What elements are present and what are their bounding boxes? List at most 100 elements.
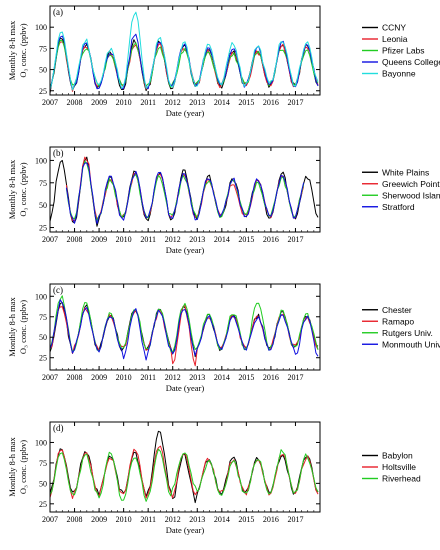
- chart-panel-b: 2007 2008 2009 2010 2011 2012 2013 2014 2015 2016…: [7, 146, 440, 255]
- chart-panel-c: 2007 2008 2009 2010 2011 2012 2013 2014 2015 2016…: [7, 283, 440, 393]
- x-tick-label: 2013: [189, 98, 205, 107]
- x-tick-label: 2008: [67, 235, 83, 244]
- series-line-white-plains: [49, 156, 319, 227]
- x-axis-label: Date (year): [166, 383, 205, 393]
- series-line-ramapo: [49, 305, 319, 367]
- x-tick-label: 2010: [116, 515, 132, 524]
- x-tick-label: 2007: [42, 98, 58, 107]
- x-tick-label: 2008: [67, 373, 83, 382]
- x-tick-label: 2016: [263, 515, 279, 524]
- x-tick-label: 2010: [116, 373, 132, 382]
- series-line-ccny: [49, 37, 319, 94]
- y-tick-label: 100: [35, 156, 47, 165]
- x-tick-label: 2008: [67, 98, 83, 107]
- x-tick-label: 2014: [214, 98, 230, 107]
- y-tick-label: 75: [39, 459, 47, 468]
- x-tick-label: 2016: [263, 373, 279, 382]
- x-tick-label: 2012: [165, 373, 181, 382]
- chart-panel-a: 2007 2008 2009 2010 2011 2012 2013 2014 2015 2016…: [7, 5, 440, 118]
- y-axis-label-line1: Monthly 8-h max: [7, 297, 17, 357]
- x-tick-label: 2011: [140, 98, 156, 107]
- x-tick-label: 2009: [91, 373, 107, 382]
- y-tick-label: 25: [39, 224, 47, 233]
- panel-label: (a): [53, 7, 63, 17]
- legend-label: Riverhead: [382, 474, 421, 484]
- x-tick-label: 2010: [116, 235, 132, 244]
- legend-label: Bayonne: [382, 69, 416, 79]
- y-tick-label: 100: [35, 438, 47, 447]
- legend-label: Pfizer Labs: [382, 46, 425, 56]
- x-tick-label: 2012: [165, 515, 181, 524]
- legend-label: Monmouth Univ.: [382, 339, 440, 349]
- x-tick-label: 2007: [42, 373, 58, 382]
- x-tick-label: 2017: [287, 373, 303, 382]
- x-tick-label: 2017: [287, 235, 303, 244]
- legend-label: Holtsville: [382, 462, 416, 472]
- y-tick-label: 75: [39, 313, 47, 322]
- x-tick-label: 2009: [91, 235, 107, 244]
- legend-label: Ramapo: [382, 316, 414, 326]
- series-line-chester: [49, 302, 319, 358]
- x-tick-label: 2017: [287, 98, 303, 107]
- x-tick-label: 2014: [214, 373, 230, 382]
- x-tick-label: 2014: [214, 235, 230, 244]
- legend-label: Leonia: [382, 34, 408, 44]
- legend-label: Greewich Point: [382, 179, 440, 189]
- x-tick-label: 2013: [189, 515, 205, 524]
- chart-panel-d: 2007 2008 2009 2010 2011 2012 2013 2014 2015 2016…: [7, 421, 421, 535]
- x-tick-label: 2012: [165, 98, 181, 107]
- x-tick-label: 2011: [140, 515, 156, 524]
- x-tick-label: 2014: [214, 515, 230, 524]
- y-tick-label: 25: [39, 87, 47, 96]
- series-line-bayonne: [49, 11, 319, 91]
- x-tick-label: 2013: [189, 373, 205, 382]
- x-tick-label: 2011: [140, 235, 156, 244]
- panel-label: (d): [53, 423, 64, 433]
- x-tick-label: 2012: [165, 235, 181, 244]
- legend-label: Queens College: [382, 57, 440, 67]
- x-axis-label: Date (year): [166, 108, 205, 118]
- x-tick-label: 2007: [42, 515, 58, 524]
- series-line-monmouth-univ-: [49, 299, 319, 361]
- plot-frame: [49, 146, 321, 233]
- y-tick-label: 50: [39, 66, 47, 75]
- legend-label: Chester: [382, 305, 412, 315]
- x-tick-label: 2016: [263, 98, 279, 107]
- y-tick-label: 75: [39, 44, 47, 53]
- plot-frame: [49, 421, 321, 513]
- y-axis-label-line1: Monthly 8-h max: [7, 20, 17, 80]
- y-axis-label-line1: Monthly 8-h max: [7, 159, 17, 219]
- x-tick-label: 2007: [42, 235, 58, 244]
- x-tick-label: 2008: [67, 515, 83, 524]
- y-tick-label: 50: [39, 479, 47, 488]
- legend-label: Babylon: [382, 451, 413, 461]
- plot-frame: [49, 283, 321, 371]
- panel-label: (c): [53, 285, 63, 295]
- series-line-sherwood-island: [65, 160, 305, 221]
- x-tick-label: 2015: [238, 235, 254, 244]
- x-tick-label: 2015: [238, 373, 254, 382]
- x-tick-label: 2016: [263, 235, 279, 244]
- y-axis-label-line1: Monthly 8-h max: [7, 437, 17, 497]
- x-tick-label: 2015: [238, 515, 254, 524]
- y-axis-label-line2: O₃ conc. (ppbv): [18, 300, 28, 354]
- panel-label: (b): [53, 148, 64, 158]
- x-tick-label: 2013: [189, 235, 205, 244]
- x-tick-label: 2015: [238, 98, 254, 107]
- y-tick-label: 75: [39, 179, 47, 188]
- y-axis-label-line2: O₃ conc. (ppbv): [18, 440, 28, 494]
- y-tick-label: 25: [39, 500, 47, 509]
- x-axis-label: Date (year): [166, 245, 205, 255]
- series-line-riverhead: [49, 448, 319, 502]
- legend-label: Sherwood Island: [382, 190, 440, 200]
- legend-label: Stratford: [382, 202, 415, 212]
- series-line-stratford: [65, 162, 305, 225]
- x-axis-label: Date (year): [166, 525, 205, 535]
- y-axis-label-line2: O₃ conc. (ppbv): [18, 162, 28, 216]
- y-tick-label: 100: [35, 292, 47, 301]
- y-tick-label: 25: [39, 354, 47, 363]
